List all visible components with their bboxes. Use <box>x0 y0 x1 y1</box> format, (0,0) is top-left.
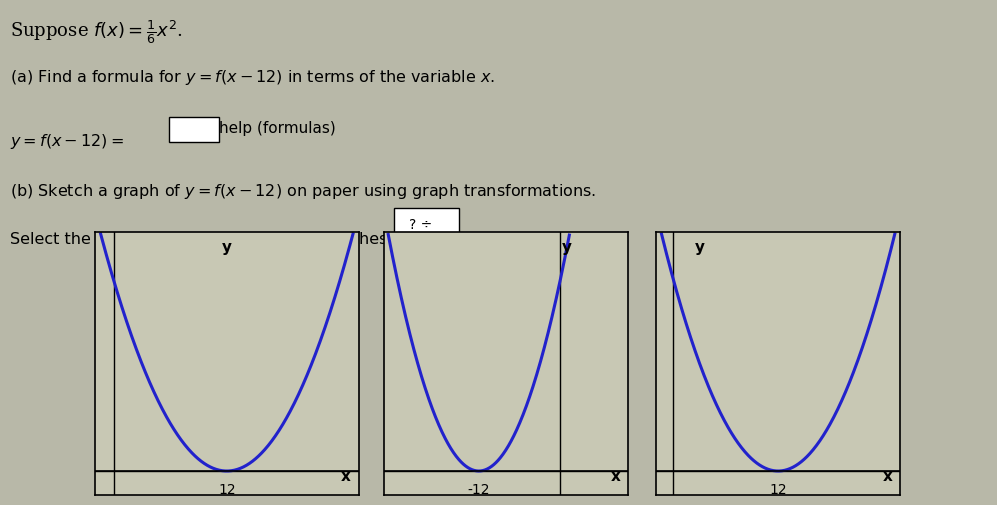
Text: ? ÷: ? ÷ <box>409 218 432 232</box>
Text: x: x <box>883 469 893 484</box>
Text: y: y <box>562 240 572 255</box>
Text: y: y <box>695 240 705 255</box>
Text: 12: 12 <box>218 483 235 497</box>
Text: (b) Sketch a graph of $y = f(x-12)$ on paper using graph transformations.: (b) Sketch a graph of $y = f(x-12)$ on p… <box>10 182 596 201</box>
Text: 12: 12 <box>770 483 787 497</box>
Text: help (formulas): help (formulas) <box>219 121 336 136</box>
Text: x: x <box>611 469 621 484</box>
Text: y: y <box>221 240 232 255</box>
Text: x: x <box>341 469 351 484</box>
Text: Suppose $f(x) = \frac{1}{6}x^2$.: Suppose $f(x) = \frac{1}{6}x^2$. <box>10 18 182 46</box>
Text: (a) Find a formula for $y = f(x-12)$ in terms of the variable $x$.: (a) Find a formula for $y = f(x-12)$ in … <box>10 68 495 87</box>
FancyBboxPatch shape <box>169 117 219 142</box>
Text: $y = f(x-12) = $: $y = f(x-12) = $ <box>10 132 124 151</box>
Text: -12: -12 <box>468 483 491 497</box>
Text: Select the letter of the graph A-E that matches your graph:: Select the letter of the graph A-E that … <box>10 232 487 247</box>
FancyBboxPatch shape <box>394 208 459 242</box>
